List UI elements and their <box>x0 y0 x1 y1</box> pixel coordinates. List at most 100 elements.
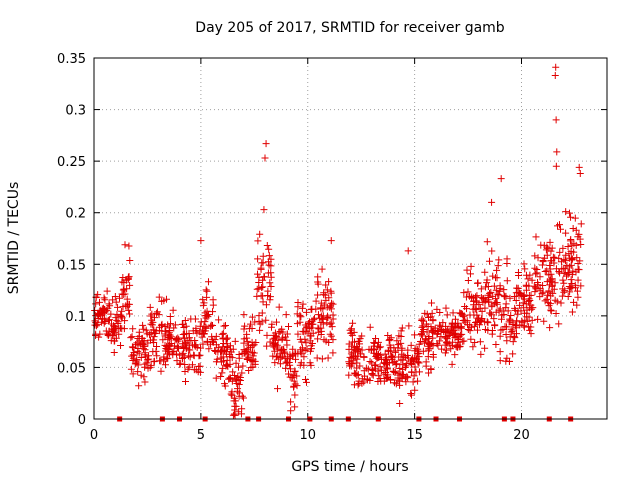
data-point <box>133 339 141 347</box>
data-point <box>348 360 356 368</box>
data-point <box>531 288 539 296</box>
data-point <box>411 363 419 371</box>
data-point <box>458 324 466 332</box>
data-point <box>219 335 227 343</box>
data-point <box>399 371 407 379</box>
data-point <box>523 313 531 321</box>
data-point <box>396 364 404 372</box>
data-point <box>234 363 242 371</box>
data-point <box>298 304 306 312</box>
data-point <box>261 154 269 162</box>
data-point <box>253 285 261 293</box>
data-point <box>494 262 502 270</box>
data-point <box>147 312 155 320</box>
data-point <box>567 276 575 284</box>
data-point <box>360 378 368 386</box>
data-point <box>556 248 564 256</box>
grid-lines <box>94 58 607 419</box>
data-point <box>353 364 361 372</box>
data-point <box>460 289 468 297</box>
data-point <box>502 357 510 365</box>
data-point <box>360 353 368 361</box>
data-point <box>424 353 432 361</box>
data-point <box>554 222 562 230</box>
data-point <box>143 330 151 338</box>
data-point <box>209 296 217 304</box>
data-point <box>199 340 207 348</box>
data-point <box>192 341 200 349</box>
data-point <box>565 209 573 217</box>
data-point <box>310 316 318 324</box>
y-tick-label: 0.25 <box>57 155 86 170</box>
data-point <box>105 316 113 324</box>
data-point <box>391 348 399 356</box>
data-point <box>146 364 154 372</box>
data-point <box>325 338 333 346</box>
data-point <box>529 304 537 312</box>
data-point <box>509 338 517 346</box>
data-point <box>537 241 545 249</box>
data-point <box>516 321 524 329</box>
data-point <box>264 287 272 295</box>
data-point <box>266 293 274 301</box>
data-point <box>234 385 242 393</box>
chart-title: Day 205 of 2017, SRMTID for receiver gam… <box>195 20 505 36</box>
data-point <box>248 348 256 356</box>
data-point <box>454 343 462 351</box>
data-point <box>248 338 256 346</box>
data-point <box>528 276 536 284</box>
data-point <box>489 272 497 280</box>
data-point <box>185 346 193 354</box>
data-point <box>574 293 582 301</box>
data-point <box>466 311 474 319</box>
data-point <box>135 382 143 390</box>
data-point <box>240 339 248 347</box>
data-point <box>229 345 237 353</box>
data-point <box>192 324 200 332</box>
data-point <box>290 383 298 391</box>
data-point <box>296 361 304 369</box>
data-point <box>184 352 192 360</box>
data-point <box>191 315 199 323</box>
data-point <box>404 247 412 255</box>
data-point <box>512 297 520 305</box>
data-point <box>467 262 475 270</box>
data-point <box>521 265 529 273</box>
data-point <box>297 313 305 321</box>
data-point <box>454 319 462 327</box>
data-point <box>477 285 485 293</box>
data-point <box>146 336 154 344</box>
data-point <box>380 370 388 378</box>
data-point <box>369 371 377 379</box>
data-point <box>405 322 413 330</box>
data-point <box>287 398 295 406</box>
data-point <box>229 368 237 376</box>
data-point <box>516 301 524 309</box>
data-point <box>427 323 435 331</box>
data-point <box>372 334 380 342</box>
y-tick-label: 0.05 <box>57 361 86 376</box>
data-point <box>119 291 127 299</box>
data-point <box>569 267 577 275</box>
data-point <box>128 333 136 341</box>
data-point <box>539 257 547 265</box>
data-point <box>267 269 275 277</box>
data-point <box>513 310 521 318</box>
data-point <box>408 368 416 376</box>
data-point <box>375 344 383 352</box>
data-point <box>302 378 310 386</box>
data-point <box>285 359 293 367</box>
data-point <box>203 338 211 346</box>
data-point <box>354 345 362 353</box>
data-point <box>420 317 428 325</box>
data-point <box>289 345 297 353</box>
data-point <box>366 357 374 365</box>
data-point <box>287 407 295 415</box>
data-point <box>503 277 511 285</box>
data-point <box>248 313 256 321</box>
y-tick-label: 0.15 <box>57 258 86 273</box>
data-point <box>126 257 134 265</box>
data-point <box>559 244 567 252</box>
data-point <box>550 285 558 293</box>
data-point <box>498 315 506 323</box>
